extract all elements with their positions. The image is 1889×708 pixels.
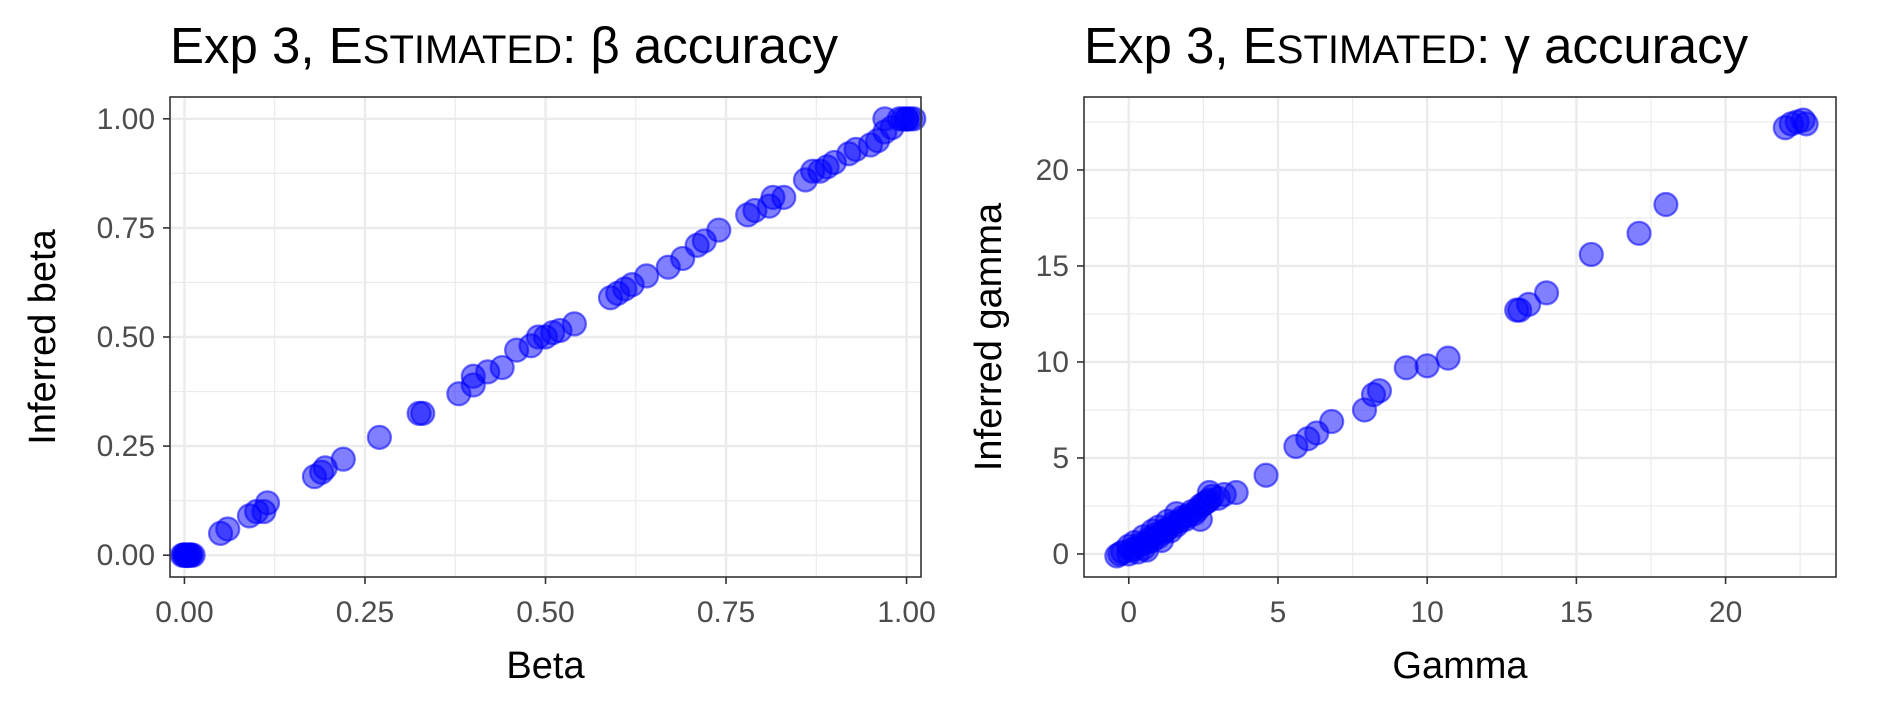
y-tick-label: 20: [1036, 154, 1069, 187]
data-point: [173, 542, 199, 568]
data-point: [1116, 533, 1142, 559]
data-point: [1653, 191, 1679, 218]
y-tick-label: 1.00: [97, 103, 155, 136]
y-tick-label: 10: [1036, 346, 1069, 379]
data-point: [1516, 291, 1542, 317]
chart-title: Exp 3, ESTIMATED: β accuracy: [170, 17, 838, 74]
data-point: [1793, 111, 1819, 137]
data-point: [1163, 501, 1190, 527]
title-part: STIMATED: [363, 28, 562, 72]
data-point: [330, 446, 356, 472]
x-tick-label: 0.25: [336, 596, 394, 629]
x-axis-title: Gamma: [1392, 645, 1528, 687]
data-points: [1104, 107, 1819, 569]
title-part: : β accuracy: [562, 17, 838, 74]
data-point: [1533, 280, 1560, 306]
y-axis-title: Inferred gamma: [968, 202, 1010, 471]
data-point: [1578, 241, 1604, 268]
x-tick-label: 10: [1410, 596, 1443, 629]
data-point: [706, 217, 732, 243]
x-axis-title: Beta: [506, 645, 585, 687]
title-part: Exp 3,: [170, 17, 329, 74]
chart-panel-1: Exp 3, ESTIMATED: β accuracy 0.00 0.25 0.50…: [22, 17, 936, 687]
data-point: [1196, 479, 1222, 506]
data-point: [1626, 220, 1652, 246]
data-point: [893, 106, 920, 132]
title-part: E: [329, 17, 363, 74]
data-points: [169, 106, 927, 569]
x-tick-label: 0: [1120, 596, 1137, 629]
data-point: [1223, 479, 1249, 506]
y-axis-title: Inferred beta: [22, 228, 64, 444]
y-tick-label: 5: [1052, 442, 1069, 475]
data-point: [1393, 355, 1419, 381]
data-point: [1435, 345, 1461, 371]
data-point: [1414, 353, 1440, 379]
data-point: [215, 516, 241, 542]
data-point: [1187, 506, 1213, 533]
title-part: STIMATED: [1277, 28, 1476, 72]
data-point: [1253, 462, 1279, 488]
x-tick-label: 0.75: [697, 596, 755, 629]
chart-title: Exp 3, ESTIMATED: γ accuracy: [1084, 17, 1749, 74]
data-point: [771, 184, 797, 210]
x-tick-label: 15: [1560, 596, 1593, 629]
y-tick-label: 0.50: [97, 321, 155, 354]
data-point: [489, 354, 515, 381]
x-tick-label: 5: [1270, 596, 1287, 629]
data-point: [366, 424, 393, 450]
panel-border: [1083, 96, 1837, 578]
data-point: [1319, 408, 1345, 435]
data-point: [1366, 378, 1393, 404]
data-point: [1140, 518, 1166, 544]
title-part: Exp 3,: [1084, 17, 1243, 74]
x-tick-label: 20: [1709, 596, 1742, 629]
data-point: [561, 311, 587, 337]
data-point: [254, 490, 281, 516]
grid: [170, 97, 921, 577]
title-part: E: [1243, 17, 1277, 74]
data-point: [410, 400, 436, 426]
chart-panel-2: Exp 3, ESTIMATED: γ accuracy 0 5 10 15 20 0 5 10…: [968, 17, 1837, 687]
y-tick-label: 0: [1052, 538, 1069, 571]
y-tick-label: 0.00: [97, 539, 155, 572]
x-tick-label: 0.50: [516, 596, 574, 629]
x-tick-label: 0.00: [155, 596, 213, 629]
y-tick-label: 0.75: [97, 212, 155, 245]
y-tick-label: 0.25: [97, 430, 155, 463]
title-part: : γ accuracy: [1476, 17, 1749, 74]
data-point: [633, 263, 660, 289]
y-tick-label: 15: [1036, 250, 1069, 283]
x-tick-label: 1.00: [877, 596, 935, 629]
